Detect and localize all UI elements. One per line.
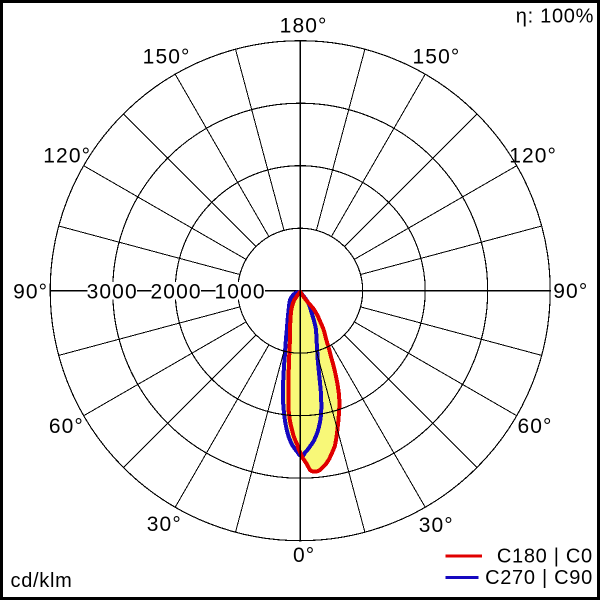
svg-text:90°: 90°: [553, 280, 588, 303]
svg-text:60°: 60°: [517, 415, 552, 438]
svg-text:150°: 150°: [143, 46, 191, 69]
svg-text:120°: 120°: [509, 145, 557, 168]
svg-text:120°: 120°: [43, 145, 91, 168]
svg-text:C180 | C0: C180 | C0: [497, 546, 593, 568]
svg-text:η: 100%: η: 100%: [516, 6, 594, 28]
svg-text:90°: 90°: [13, 280, 48, 303]
svg-text:180°: 180°: [280, 15, 328, 38]
svg-text:cd/klm: cd/klm: [11, 570, 73, 592]
svg-text:1000: 1000: [215, 281, 266, 304]
svg-text:2000: 2000: [151, 281, 202, 304]
svg-text:60°: 60°: [49, 415, 84, 438]
svg-text:30°: 30°: [147, 513, 182, 536]
svg-text:C270 | C90: C270 | C90: [485, 567, 593, 589]
svg-text:0°: 0°: [293, 544, 315, 567]
svg-text:150°: 150°: [413, 45, 461, 68]
svg-text:30°: 30°: [419, 514, 454, 537]
svg-text:3000: 3000: [87, 281, 138, 304]
